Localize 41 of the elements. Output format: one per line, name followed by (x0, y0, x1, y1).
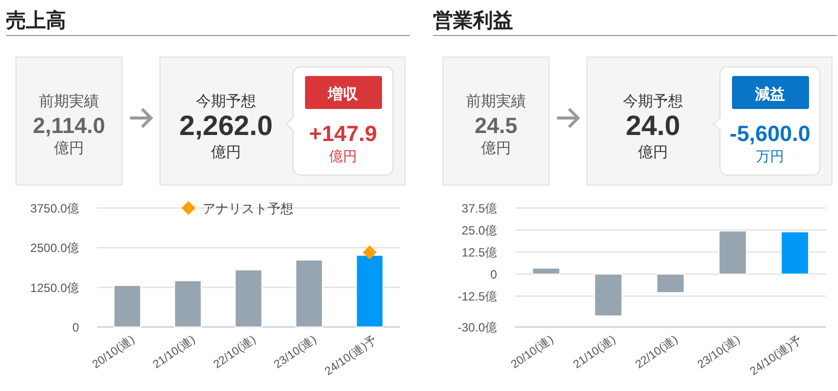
text: 前期実績 (39, 93, 99, 110)
y-tick-label: -30.0億 (458, 320, 497, 334)
y-tick-label: 1250.0億 (30, 280, 79, 295)
bar (113, 284, 142, 328)
text: 今期予想 (623, 93, 683, 110)
bar (234, 269, 262, 328)
bar (718, 230, 747, 275)
bar (656, 274, 685, 294)
bar (532, 268, 560, 275)
bar (780, 231, 810, 275)
text: 24.5 (474, 113, 518, 138)
text: 24.0 (626, 110, 680, 141)
y-tick-label: -12.5億 (458, 290, 497, 304)
text: 億円 (211, 144, 241, 161)
text: 減益 (754, 86, 785, 103)
y-tick-label: 37.5億 (462, 202, 497, 216)
text: 億円 (329, 148, 357, 164)
text: 億円 (54, 140, 84, 157)
text: 億円 (481, 140, 511, 157)
text: 今期予想 (196, 93, 256, 110)
y-tick-label: 0 (490, 268, 498, 282)
bar (356, 254, 384, 328)
y-tick-label: 25.0億 (462, 224, 497, 238)
y-tick-label: 0 (72, 320, 80, 334)
text: 前期実績 (466, 93, 526, 110)
bar (594, 274, 622, 316)
y-tick-label: 12.5億 (462, 246, 497, 260)
y-tick-label: 2500.0億 (30, 241, 79, 256)
text: 売上高 (6, 9, 66, 32)
legend-label: アナリスト予想 (202, 201, 294, 216)
text: 増収 (327, 85, 359, 103)
text: 2,262.0 (179, 110, 273, 141)
bar (174, 280, 202, 328)
text: 営業利益 (433, 9, 513, 32)
bar (295, 260, 323, 328)
text: 2,114.0 (32, 113, 106, 138)
y-tick-label: 3750.0億 (30, 202, 79, 216)
text: 万円 (756, 148, 784, 164)
text: +147.9 (309, 121, 377, 146)
text: -5,600.0 (730, 121, 810, 146)
text: 億円 (638, 144, 668, 161)
